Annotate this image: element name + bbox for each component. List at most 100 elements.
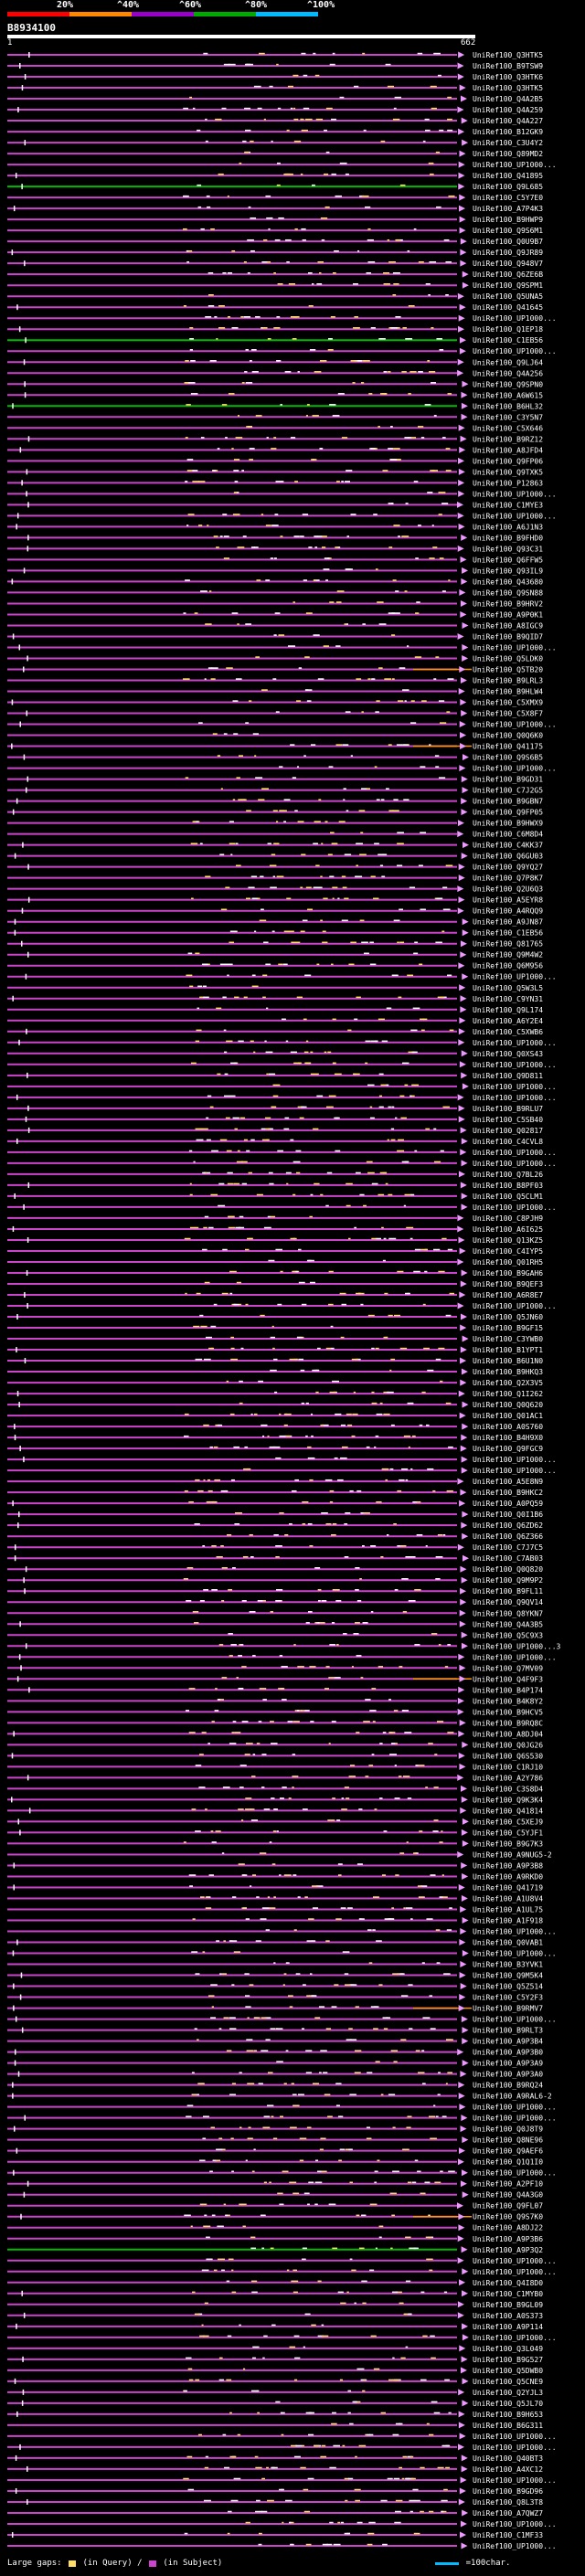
hit-label[interactable]: UniRef100_A6W615 (473, 391, 543, 399)
hit-label[interactable]: UniRef100_Q41719 (473, 1883, 543, 1892)
hit-label[interactable]: UniRef100_Q9JR89 (473, 249, 543, 257)
hit-label[interactable]: UniRef100_UP1000... (473, 2334, 557, 2342)
hit-row[interactable]: UniRef100_B9RQ8C (7, 1719, 543, 1727)
hit-row[interactable]: UniRef100_B9G527 (7, 2356, 543, 2364)
hit-row[interactable]: UniRef100_UP1000... (7, 1928, 557, 1936)
hit-row[interactable]: UniRef100_A1U8V4 (7, 1894, 543, 1903)
hit-label[interactable]: UniRef100_Q7MV09 (473, 1664, 543, 1672)
hit-row[interactable]: UniRef100_Q0VAB1 (7, 1939, 543, 1947)
hit-label[interactable]: UniRef100_UP1000...3 (473, 1642, 561, 1650)
hit-row[interactable]: UniRef100_C5SB40 (7, 1116, 543, 1124)
hit-row[interactable]: UniRef100_Q5Z514 (7, 1983, 543, 1991)
hit-row[interactable]: UniRef100_C7J2G5 (7, 787, 543, 795)
hit-label[interactable]: UniRef100_UP1000... (473, 512, 557, 520)
hit-label[interactable]: UniRef100_UP1000... (473, 2257, 557, 2265)
hit-label[interactable]: UniRef100_B9RMV7 (473, 2005, 543, 2013)
hit-label[interactable]: UniRef100_UP1000... (473, 643, 557, 652)
hit-label[interactable]: UniRef100_Q9D811 (473, 1072, 543, 1080)
hit-label[interactable]: UniRef100_Q6ZD62 (473, 1521, 543, 1530)
hit-label[interactable]: UniRef100_Q6Z366 (473, 1532, 543, 1541)
hit-label[interactable]: UniRef100_Q41895 (473, 172, 543, 180)
hit-row[interactable]: UniRef100_Q6Z366 (7, 1532, 543, 1541)
hit-label[interactable]: UniRef100_Q9K3K4 (473, 1796, 543, 1804)
hit-row[interactable]: UniRef100_C4KK37 (7, 842, 543, 850)
hit-row[interactable]: UniRef100_Q0Q820 (7, 1565, 543, 1574)
hit-row[interactable]: UniRef100_A6I625 (7, 1225, 543, 1234)
hit-row[interactable]: UniRef100_UP1000...3 (7, 1642, 561, 1650)
hit-row[interactable]: UniRef100_B9LRL3 (7, 677, 543, 685)
hit-row[interactable]: UniRef100_B9RLU7 (7, 1105, 543, 1113)
hit-label[interactable]: UniRef100_Q7P8K7 (473, 875, 543, 883)
hit-row[interactable]: UniRef100_Q0J8T9 (7, 2125, 543, 2134)
hit-label[interactable]: UniRef100_Q5UNA5 (473, 292, 543, 301)
hit-label[interactable]: UniRef100_Q5JN60 (473, 1313, 543, 1321)
hit-row[interactable]: UniRef100_C7AB03 (7, 1554, 543, 1563)
hit-label[interactable]: UniRef100_B9RZ12 (473, 435, 543, 443)
hit-row[interactable]: UniRef100_Q4A3B5 (7, 1620, 543, 1628)
hit-row[interactable]: UniRef100_UP1000... (7, 1061, 557, 1069)
hit-row[interactable]: UniRef100_B12GK9 (7, 128, 543, 136)
hit-label[interactable]: UniRef100_Q9FL07 (473, 2202, 543, 2210)
hit-row[interactable]: UniRef100_Q948V7 (7, 260, 543, 268)
hit-row[interactable]: UniRef100_Q1EP18 (7, 325, 543, 334)
hit-row[interactable]: UniRef100_Q9QV14 (7, 1598, 543, 1606)
hit-label[interactable]: UniRef100_P12863 (473, 479, 543, 487)
hit-label[interactable]: UniRef100_A1F918 (473, 1916, 543, 1924)
hit-label[interactable]: UniRef100_Q01RH5 (473, 1258, 543, 1267)
hit-row[interactable]: UniRef100_Q8L3T8 (7, 2498, 543, 2507)
hit-row[interactable]: UniRef100_A1UL75 (7, 1905, 543, 1913)
hit-row[interactable]: UniRef100_Q13KZ5 (7, 1236, 543, 1245)
hit-label[interactable]: UniRef100_Q4A259 (473, 106, 543, 114)
hit-row[interactable]: UniRef100_B9GF15 (7, 1324, 543, 1332)
hit-label[interactable]: UniRef100_A9P0K1 (473, 610, 543, 619)
hit-label[interactable]: UniRef100_Q5CNE9 (473, 2378, 543, 2386)
hit-row[interactable]: UniRef100_Q41645 (7, 303, 543, 312)
hit-row[interactable]: UniRef100_UP1000... (7, 490, 557, 498)
hit-label[interactable]: UniRef100_Q40BT3 (473, 2454, 543, 2463)
hit-label[interactable]: UniRef100_B6HL32 (473, 402, 543, 410)
hit-row[interactable]: UniRef100_Q9FP06 (7, 457, 543, 465)
hit-row[interactable]: UniRef100_C5X646 (7, 424, 543, 432)
hit-row[interactable]: UniRef100_Q93IL9 (7, 567, 543, 575)
hit-row[interactable]: UniRef100_UP1000... (7, 2443, 557, 2452)
hit-row[interactable]: UniRef100_UP1000... (7, 2115, 557, 2123)
hit-row[interactable]: UniRef100_UP1000... (7, 2257, 557, 2265)
hit-label[interactable]: UniRef100_A7QWZ7 (473, 2509, 543, 2518)
hit-label[interactable]: UniRef100_Q6S530 (473, 1752, 543, 1760)
hit-label[interactable]: UniRef100_A1UL75 (473, 1905, 543, 1913)
hit-label[interactable]: UniRef100_C1EB56 (473, 929, 543, 938)
hit-label[interactable]: UniRef100_Q41645 (473, 303, 543, 312)
hit-row[interactable]: UniRef100_A9P3A0 (7, 2071, 543, 2079)
hit-label[interactable]: UniRef100_B9HKQ3 (473, 1368, 543, 1376)
hit-row[interactable]: UniRef100_Q0JG26 (7, 1741, 543, 1749)
hit-label[interactable]: UniRef100_A1U8V4 (473, 1894, 543, 1903)
hit-row[interactable]: UniRef100_UP1000... (7, 2520, 557, 2528)
hit-row[interactable]: UniRef100_UP1000... (7, 1094, 557, 1102)
hit-label[interactable]: UniRef100_Q9S6B5 (473, 754, 543, 762)
hit-row[interactable]: UniRef100_A9P3Q2 (7, 2246, 543, 2254)
hit-row[interactable]: UniRef100_Q6ZE6B (7, 270, 543, 279)
hit-label[interactable]: UniRef100_UP1000... (473, 1083, 557, 1091)
hit-row[interactable]: UniRef100_A2PF10 (7, 2180, 543, 2189)
hit-row[interactable]: UniRef100_Q6GU03 (7, 853, 543, 861)
hit-label[interactable]: UniRef100_Q6ZE6B (473, 270, 543, 279)
hit-label[interactable]: UniRef100_Q01AC1 (473, 1412, 543, 1420)
hit-label[interactable]: UniRef100_UP1000... (473, 1950, 557, 1958)
hit-label[interactable]: UniRef100_Q6GU03 (473, 853, 543, 861)
hit-label[interactable]: UniRef100_Q5JL70 (473, 2400, 543, 2408)
hit-row[interactable]: UniRef100_B9G7K3 (7, 1839, 543, 1848)
hit-label[interactable]: UniRef100_Q5W3L5 (473, 984, 543, 992)
hit-label[interactable]: UniRef100_B9GD96 (473, 2487, 543, 2496)
hit-row[interactable]: UniRef100_Q43680 (7, 578, 543, 586)
hit-label[interactable]: UniRef100_C5Y7E0 (473, 194, 543, 202)
hit-label[interactable]: UniRef100_UP1000... (473, 2520, 557, 2528)
hit-row[interactable]: UniRef100_C4IYP5 (7, 1247, 543, 1256)
hit-row[interactable]: UniRef100_Q3L049 (7, 2345, 543, 2353)
hit-label[interactable]: UniRef100_C7J2G5 (473, 787, 543, 795)
hit-label[interactable]: UniRef100_A9P3Q2 (473, 2246, 543, 2254)
hit-label[interactable]: UniRef100_B9GD31 (473, 776, 543, 784)
hit-label[interactable]: UniRef100_Q89MD2 (473, 150, 543, 158)
hit-label[interactable]: UniRef100_C7AB03 (473, 1554, 543, 1563)
hit-row[interactable]: UniRef100_A6Y2E4 (7, 1017, 543, 1025)
hit-label[interactable]: UniRef100_A6J1N3 (473, 523, 543, 531)
